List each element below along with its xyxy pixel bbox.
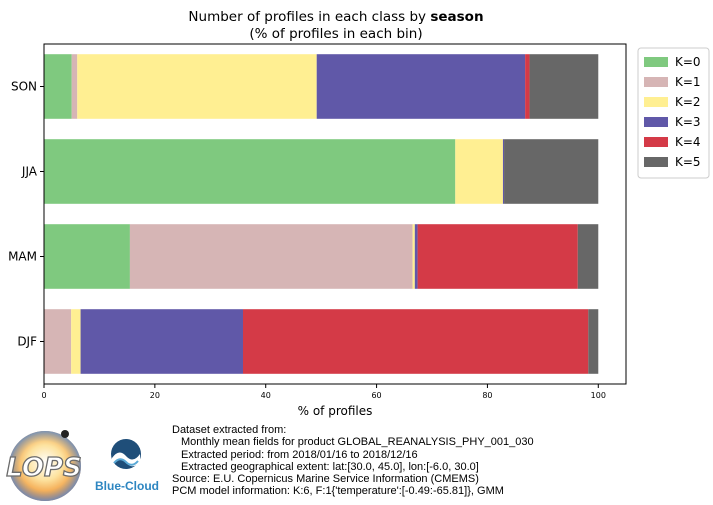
legend-label: K=5	[675, 155, 701, 169]
x-tick-label: 0	[41, 391, 46, 400]
chart-subtitle: (% of profiles in each bin)	[249, 26, 422, 42]
y-tick-label: SON	[11, 80, 37, 94]
legend-label: K=2	[675, 95, 701, 109]
x-tick-label: 80	[482, 391, 492, 400]
legend-label: K=0	[675, 55, 701, 69]
bar-son-k4	[525, 54, 530, 119]
bars-layer	[44, 54, 599, 374]
dataset-product: Monthly mean fields for product GLOBAL_R…	[181, 436, 534, 449]
legend-swatch	[644, 77, 668, 87]
bar-jja-k2	[455, 139, 503, 204]
bar-jja-k3	[502, 139, 505, 204]
legend-label: K=3	[675, 115, 701, 129]
bar-mam-k2	[412, 224, 415, 289]
x-tick-label: 100	[591, 391, 606, 400]
y-tick-label: MAM	[8, 250, 37, 264]
legend-label: K=4	[675, 135, 701, 149]
x-tick-label: 60	[371, 391, 381, 400]
lops-logo-text: LOPS	[6, 453, 82, 483]
bar-mam-k5	[577, 224, 599, 289]
chart-title: Number of profiles in each class by seas…	[188, 9, 483, 25]
x-tick-label: 20	[150, 391, 160, 400]
bar-mam-k0	[44, 224, 130, 289]
dataset-source: Source: E.U. Copernicus Marine Service I…	[172, 473, 479, 486]
bar-mam-k3	[414, 224, 418, 289]
legend-swatch	[644, 57, 668, 67]
bar-son-k3	[316, 54, 526, 119]
blue-cloud-logo-text: Blue-Cloud	[95, 479, 159, 493]
dataset-extent: Extracted geographical extent: lat:[30.0…	[181, 460, 479, 473]
y-tick-label: DJF	[17, 335, 37, 349]
blue-cloud-logo: Blue-Cloud	[95, 439, 159, 493]
bar-son-k0	[44, 54, 72, 119]
chart: Number of profiles in each class by seas…	[8, 9, 710, 418]
x-axis: 0 20 40 60 80 100	[41, 384, 606, 400]
y-axis: SON JJA MAM DJF	[8, 80, 44, 349]
bar-son-k1	[71, 54, 78, 119]
bar-djf-k5	[588, 309, 599, 374]
bar-mam-k4	[417, 224, 578, 289]
legend-swatch	[644, 117, 668, 127]
bar-djf-k3	[80, 309, 243, 374]
bar-djf-k2	[71, 309, 81, 374]
bar-son-k5	[529, 54, 599, 119]
legend-swatch	[644, 137, 668, 147]
bar-son-k2	[77, 54, 317, 119]
dataset-info-heading: Dataset extracted from:	[172, 424, 287, 436]
bar-djf-k4	[242, 309, 589, 374]
pcm-model-info: PCM model information: K:6, F:1{'tempera…	[172, 485, 504, 498]
x-axis-label: % of profiles	[298, 404, 373, 418]
bar-djf-k1	[44, 309, 72, 374]
x-tick-label: 40	[261, 391, 271, 400]
dataset-period: Extracted period: from 2018/01/16 to 201…	[181, 448, 418, 461]
legend-swatch	[644, 157, 668, 167]
plot-frame	[43, 43, 627, 385]
bar-jja-k0	[44, 139, 456, 204]
lops-logo: LOPS	[6, 430, 82, 501]
legend-label: K=1	[675, 75, 701, 89]
legend-swatch	[644, 97, 668, 107]
legend: K=0 K=1 K=2 K=3 K=4 K=5	[637, 47, 710, 179]
bar-jja-k5	[504, 139, 599, 204]
dataset-info: Dataset extracted from: Monthly mean fie…	[172, 424, 702, 498]
y-tick-label: JJA	[21, 165, 38, 179]
bar-mam-k1	[129, 224, 413, 289]
